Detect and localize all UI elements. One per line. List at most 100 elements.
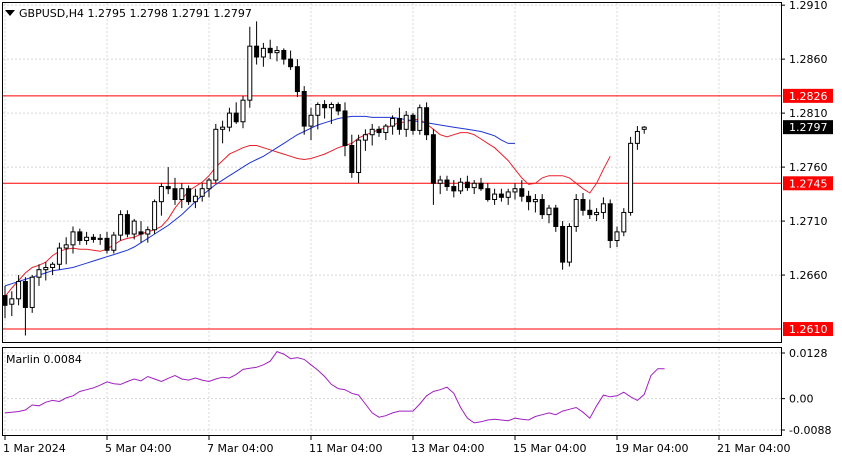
candle-bull	[111, 234, 117, 251]
candle-bull	[16, 281, 22, 300]
candle-bull	[9, 298, 15, 305]
candle-bear	[485, 188, 491, 200]
candle-bull	[97, 237, 103, 240]
candle-bull	[315, 103, 321, 116]
candle-bull	[206, 179, 212, 190]
candle-bear	[301, 91, 307, 127]
x-tick-label: 13 Mar 04:00	[411, 442, 484, 455]
candle-bull	[56, 247, 62, 265]
x-tick-label: 7 Mar 04:00	[207, 442, 273, 455]
level-label: 1.2745	[789, 177, 828, 190]
candle-bull	[63, 244, 69, 249]
level-label-box	[783, 176, 833, 191]
indicator-series	[4, 350, 665, 424]
candle-bear	[77, 231, 83, 242]
candle-bear	[2, 295, 8, 306]
candle-bear	[294, 66, 300, 93]
current-price-box	[783, 120, 833, 135]
price-axis: 1.2910 1.2860 1.2810 1.2760 1.2710 1.2660 1.28…	[781, 0, 833, 437]
candle-bear	[430, 134, 436, 184]
candle-bear	[580, 198, 586, 211]
candle-bull	[240, 99, 246, 123]
candle-bull	[362, 134, 368, 141]
candle-bear	[498, 193, 504, 198]
price-panel-title: GBPUSD,H4 1.2795 1.2798 1.2791 1.2797	[19, 7, 252, 20]
candle-bull	[118, 214, 124, 236]
candle-bear	[587, 209, 593, 216]
candle-bull	[145, 229, 151, 235]
candle-bull	[471, 182, 477, 189]
candle-bull	[417, 107, 423, 131]
candle-bull	[158, 186, 164, 203]
candle-bull	[403, 114, 409, 130]
candle-bull	[369, 128, 375, 136]
candle-bull	[308, 114, 314, 127]
candle-bear	[138, 231, 144, 235]
candle-bear	[172, 188, 178, 200]
candle-bear	[349, 145, 355, 173]
candle-bull	[458, 181, 464, 192]
candle-bear	[539, 198, 545, 216]
candle-bull	[226, 112, 232, 128]
level-label: 1.2610	[789, 323, 828, 336]
candle-bull	[152, 201, 158, 231]
x-tick-label: 21 Mar 04:00	[717, 442, 790, 455]
candle-bull	[505, 191, 511, 198]
x-tick-label: 5 Mar 04:00	[105, 442, 171, 455]
candle-bull	[628, 142, 634, 213]
y-tick-label: 1.2860	[789, 53, 828, 66]
y-tick-label: 1.2710	[789, 215, 828, 228]
candle-bear	[519, 188, 525, 197]
candle-bull	[84, 236, 90, 242]
current-price-label: 1.2797	[789, 121, 828, 134]
candle-bull	[492, 193, 498, 200]
candle-bear	[165, 186, 171, 190]
y-tick-label: 1.2910	[789, 0, 828, 12]
candle-bull	[573, 198, 579, 227]
time-axis: 1 Mar 2024 5 Mar 04:00 7 Mar 04:00 11 Mar 0…	[3, 436, 790, 455]
candle-bull	[594, 211, 600, 216]
candle-bull	[220, 126, 226, 130]
candle-bear	[607, 203, 613, 242]
candle-bear	[410, 114, 416, 131]
x-tick-label: 15 Mar 04:00	[513, 442, 586, 455]
indicator-panel-frame	[2, 347, 782, 436]
candle-bear	[342, 110, 348, 147]
x-tick-label: 1 Mar 2024	[3, 442, 66, 455]
candle-bull	[566, 225, 572, 263]
candle-bear	[464, 181, 470, 189]
level-label-box	[783, 88, 833, 103]
candle-bear	[424, 107, 430, 136]
candle-bull	[546, 207, 552, 216]
collapse-triangle-icon[interactable]	[5, 10, 15, 16]
candle-bull	[192, 195, 198, 203]
candle-bull	[390, 118, 396, 127]
candle-bear	[478, 182, 484, 190]
y-tick-label: 1.2660	[789, 269, 828, 282]
candles	[2, 21, 647, 336]
candle-bear	[254, 45, 260, 58]
candle-bear	[335, 103, 341, 112]
candle-bear	[451, 186, 457, 192]
candle-bull	[328, 103, 334, 109]
x-tick-label: 11 Mar 04:00	[309, 442, 382, 455]
candle-bear	[22, 281, 28, 308]
x-tick-label: 19 Mar 04:00	[615, 442, 688, 455]
candle-bull	[532, 198, 538, 203]
candle-bear	[444, 179, 450, 188]
candle-bear	[526, 195, 532, 203]
candle-bull	[213, 128, 219, 181]
candle-bear	[104, 237, 110, 251]
level-label: 1.2826	[789, 90, 828, 103]
candle-bear	[396, 118, 402, 130]
candle-bull	[641, 126, 647, 130]
candle-bull	[260, 47, 266, 58]
candle-bull	[70, 231, 76, 246]
level-label-box	[783, 322, 833, 337]
price-panel-frame	[2, 2, 782, 343]
level-lines	[3, 95, 781, 330]
ma-blue-line	[4, 115, 515, 287]
candle-bull	[131, 220, 137, 235]
